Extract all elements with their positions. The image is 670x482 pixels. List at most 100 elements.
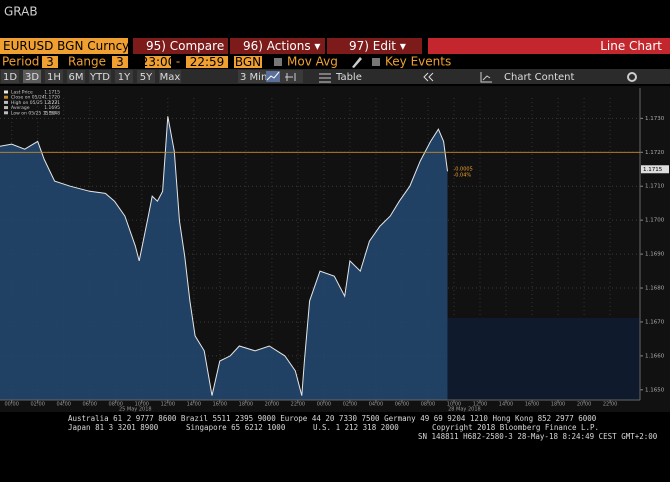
checkbox[interactable] [274, 58, 282, 66]
menu-label[interactable]: 95) Compare [146, 39, 224, 53]
period-label[interactable]: 1Y [118, 72, 131, 83]
legend-label: Average [11, 105, 30, 111]
period-button[interactable] [45, 70, 63, 83]
period-buttons: 1D 3D 1H 6M YTD 1Y 5Y Max [1, 70, 181, 83]
change-label: -0.0005 [453, 167, 472, 173]
collapse-icon[interactable] [423, 72, 434, 82]
series-line [0, 116, 448, 396]
x-tick-label: 18:00 [551, 402, 565, 408]
last-price-tag [641, 165, 669, 174]
period-button[interactable] [159, 70, 181, 83]
x-tick-label: 22:00 [603, 402, 617, 408]
period-label: Period [2, 55, 39, 69]
footer-contacts: U.S. 1 212 318 2000 [313, 423, 399, 432]
period-label[interactable]: 5Y [140, 72, 153, 83]
key-events[interactable]: Key Events [385, 55, 451, 69]
period-label[interactable]: YTD [89, 72, 110, 83]
legend-label: High on 05/25 12:27 [11, 100, 57, 106]
period-button[interactable] [67, 70, 85, 83]
crosshair-icon[interactable] [285, 73, 296, 81]
x-tick-label: 16:00 [213, 402, 227, 408]
y-tick-label: 1.1720 [645, 150, 665, 156]
period-button[interactable] [1, 70, 19, 83]
interval[interactable]: 3 Min ▾ [240, 72, 275, 83]
pencil-icon[interactable] [352, 57, 362, 68]
x-tick-label: 20:00 [577, 402, 591, 408]
menu-icon[interactable] [319, 73, 331, 83]
period-label[interactable]: 3D [25, 72, 39, 83]
line-icon-glyph [266, 71, 280, 81]
x-tick-label: 12:00 [161, 402, 175, 408]
period-label[interactable]: 1H [47, 72, 61, 83]
y-tick-label: 1.1650 [645, 387, 665, 393]
footer-contacts: Australia 61 2 9777 8600 Brazil 5511 239… [68, 414, 597, 423]
range-start[interactable]: 23:00 [141, 55, 176, 69]
legend-swatch [4, 100, 8, 104]
legend-label: Last Price [11, 90, 33, 96]
legend-swatch [4, 90, 8, 94]
view-bar [428, 38, 670, 54]
legend-swatch [4, 95, 8, 99]
x-tick-label: 18:00 [239, 402, 253, 408]
x-tick-label: 10:00 [447, 402, 461, 408]
x-tick-label: 12:00 [473, 402, 487, 408]
chart-content[interactable]: Chart Content [504, 72, 575, 83]
checkbox[interactable] [372, 58, 380, 66]
x-tick-label: 08:00 [109, 402, 123, 408]
x-tick-label: 02:00 [31, 402, 45, 408]
x-tick-label: 06:00 [395, 402, 409, 408]
change-label: -0.04% [453, 173, 471, 179]
y-tick-label: 1.1710 [645, 184, 665, 190]
x-tick-label: 10:00 [135, 402, 149, 408]
x-tick-label: 14:00 [187, 402, 201, 408]
app-title: GRAB [4, 5, 38, 19]
x-date-label: 28 May 2018 [448, 407, 481, 413]
y-tick-label: 1.1730 [645, 116, 665, 122]
period-button[interactable] [137, 70, 155, 83]
x-tick-label: 04:00 [57, 402, 71, 408]
settings-icon[interactable] [627, 72, 637, 82]
security-box[interactable] [0, 38, 128, 54]
line-icon[interactable] [266, 71, 280, 82]
chart-icon[interactable] [480, 72, 492, 83]
range-sep: - [176, 55, 180, 69]
menu-label[interactable]: 97) Edit ▾ [349, 39, 406, 53]
menu-button[interactable] [230, 38, 325, 54]
footer-session: SN 148811 H682-2580-3 28-May-18 8:24:49 … [418, 432, 658, 441]
period-button[interactable] [23, 70, 41, 83]
mov-avg[interactable]: Mov Avg [287, 55, 338, 69]
x-tick-label: 04:00 [369, 402, 383, 408]
menu-button[interactable] [327, 38, 422, 54]
range-end[interactable]: 22:59 [190, 55, 225, 69]
period-button[interactable] [89, 70, 111, 83]
x-date-label: 25 May 2018 [119, 407, 152, 413]
period-button[interactable] [115, 70, 133, 83]
legend-value: 1.1695 [44, 105, 60, 111]
x-tick-label: 08:00 [421, 402, 435, 408]
input-box[interactable] [42, 56, 58, 68]
legend-value: 1.1715 [44, 90, 60, 96]
legend-value: 1.1720 [44, 95, 60, 101]
security[interactable]: EURUSD BGN Curncy [3, 39, 129, 53]
source[interactable]: BGN [235, 55, 261, 69]
legend-label: Low on 05/25 15:53 [11, 110, 56, 116]
period-value[interactable]: 3 [46, 55, 54, 69]
x-tick-label: 00:00 [317, 402, 331, 408]
input-box[interactable] [186, 56, 228, 68]
period-label[interactable]: Max [160, 72, 181, 83]
y-tick-label: 1.1690 [645, 252, 665, 258]
x-tick-label: 22:00 [291, 402, 305, 408]
input-box[interactable] [234, 56, 262, 68]
menu-button[interactable] [133, 38, 228, 54]
legend-value: 1.1731 [44, 100, 60, 106]
period-label[interactable]: 6M [69, 72, 84, 83]
menu-label[interactable]: 96) Actions ▾ [243, 39, 320, 53]
y-tick-label: 1.1700 [645, 218, 665, 224]
legend-label: Close on 05/24 [11, 95, 45, 101]
period-label[interactable]: 1D [3, 72, 17, 83]
input-box[interactable] [112, 56, 128, 68]
table-button[interactable]: Table [335, 72, 362, 83]
range-value[interactable]: 3 [116, 55, 124, 69]
input-box[interactable] [145, 56, 171, 68]
